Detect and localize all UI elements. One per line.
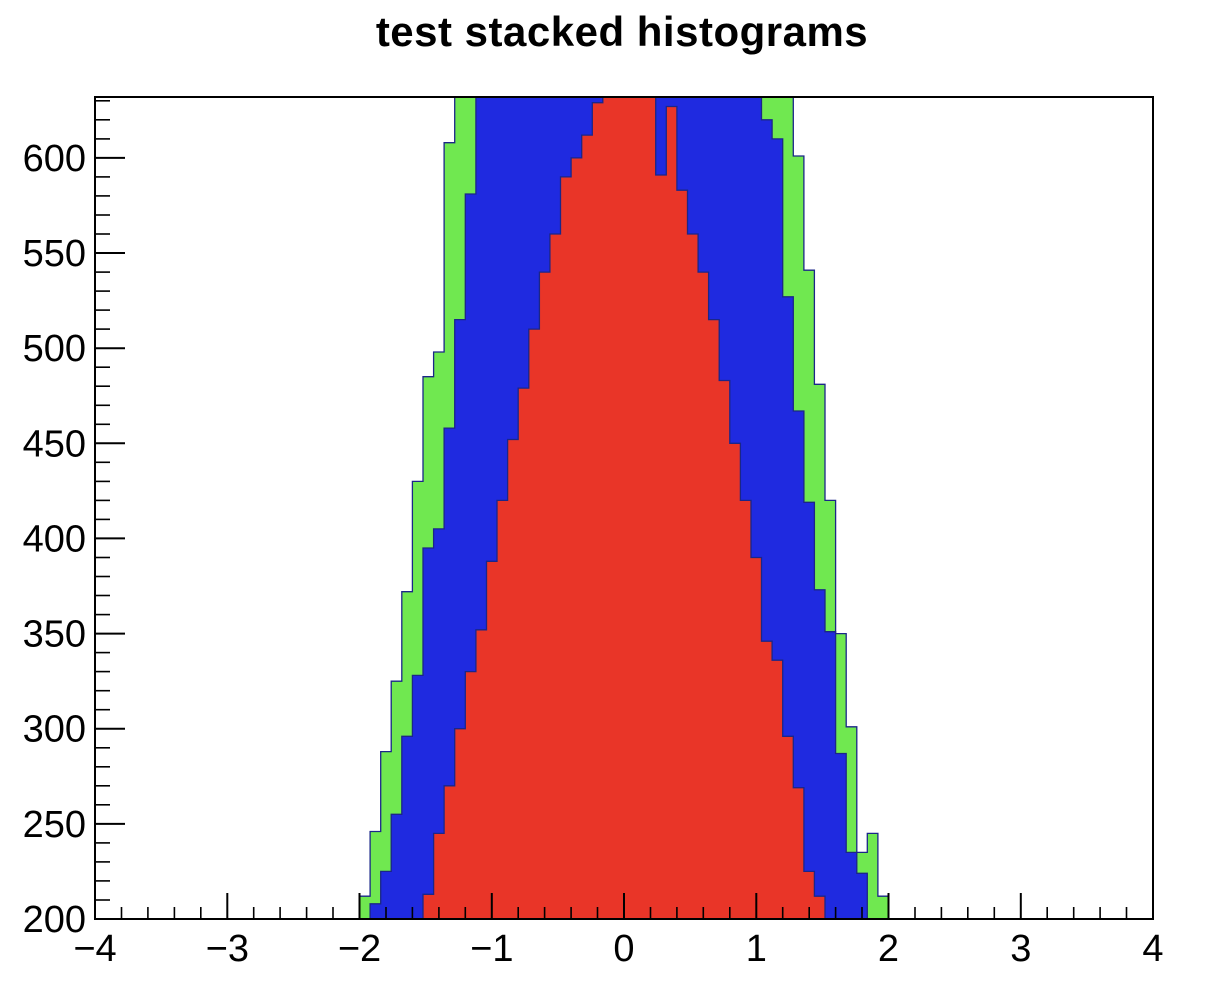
x-tick-label: −4: [73, 928, 116, 970]
y-tick-label: 350: [23, 614, 86, 656]
x-tick-label: 2: [878, 928, 899, 970]
x-tick-label: −2: [338, 928, 381, 970]
histogram-plot-area: −4 −3 −2 −1 0 1 2 3 4 200 250 300 350 400 450 500 550 600: [23, 96, 1164, 970]
y-tick-label: 550: [23, 233, 86, 275]
x-tick-label: 3: [1010, 928, 1031, 970]
x-tick-label: 1: [746, 928, 767, 970]
x-tick-label: 4: [1142, 928, 1163, 970]
series-red-area: [422, 97, 826, 919]
x-tick-label: −3: [206, 928, 249, 970]
plot-frame: [94, 96, 1154, 920]
y-tick-label: 400: [23, 518, 86, 560]
y-tick-label: 250: [23, 804, 86, 846]
y-tick-label: 450: [23, 423, 86, 465]
y-tick-label: 600: [23, 138, 86, 180]
chart-title: test stacked histograms: [375, 8, 869, 55]
x-tick-label: 0: [613, 928, 634, 970]
y-tick-label: 200: [23, 899, 86, 941]
y-tick-label: 500: [23, 328, 86, 370]
y-tick-label: 300: [23, 709, 86, 751]
stacked-series-group: [358, 97, 890, 919]
x-tick-label: −1: [470, 928, 513, 970]
